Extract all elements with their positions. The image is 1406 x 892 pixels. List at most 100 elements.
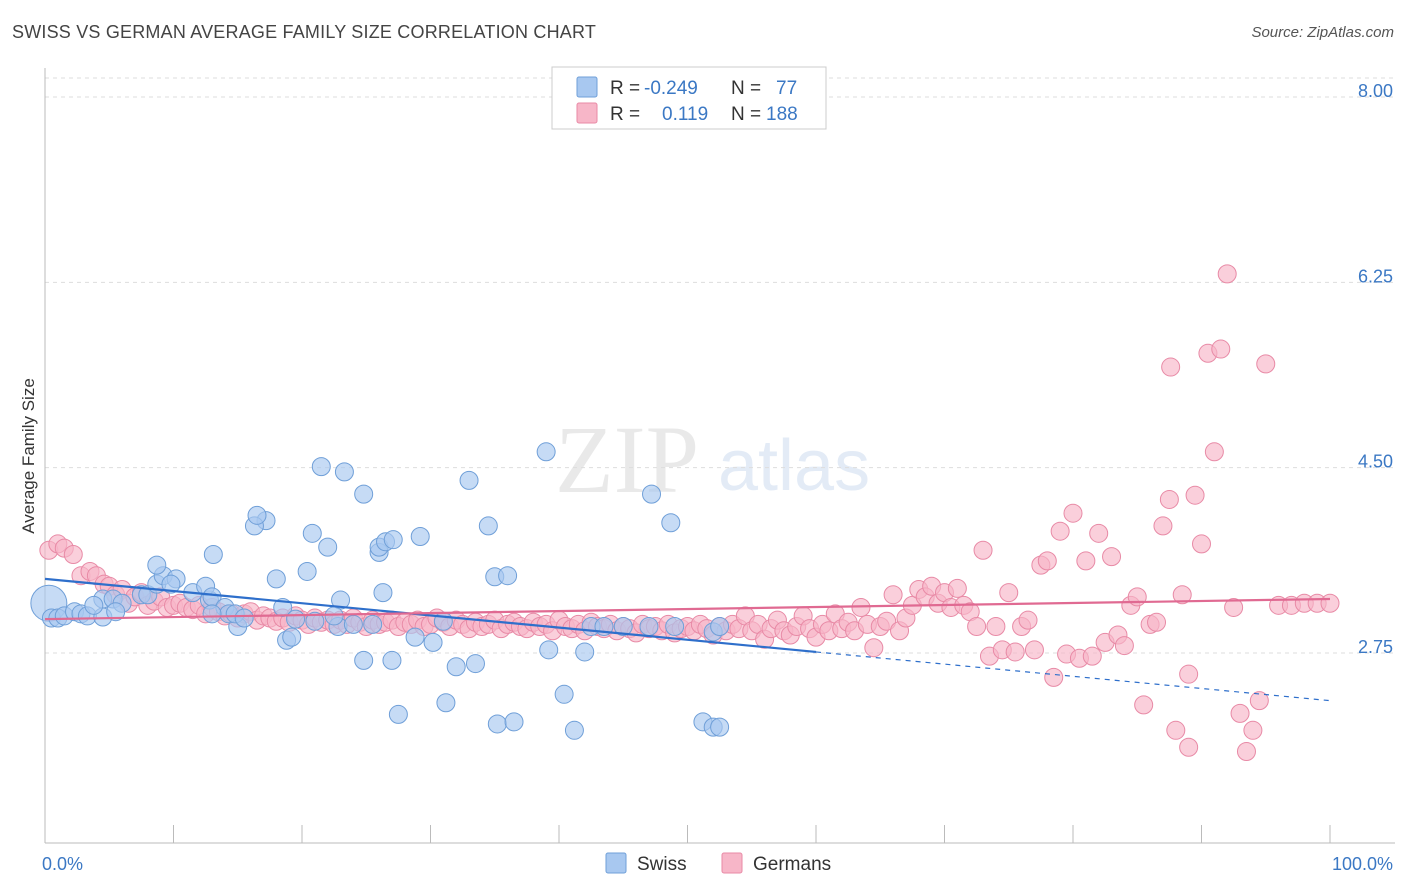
legend-r-value-german: 0.119	[662, 104, 708, 125]
swiss-point	[639, 617, 659, 637]
swiss-point	[373, 583, 393, 603]
y-tick-label: 6.25	[1358, 266, 1393, 286]
german-point	[883, 585, 903, 605]
swiss-point	[84, 595, 104, 615]
german-point	[1076, 551, 1096, 571]
swiss-point	[305, 611, 325, 631]
swiss-point	[487, 714, 507, 734]
swiss-point	[354, 650, 374, 670]
legend-germans-label: Germans	[753, 854, 831, 875]
legend-r-label: R =	[610, 78, 640, 99]
german-point	[973, 540, 993, 560]
watermark-zip: ZIP	[555, 406, 699, 513]
legend-n-label: N =	[731, 104, 761, 125]
swiss-point	[410, 527, 430, 547]
german-trend-line	[44, 597, 1331, 621]
swiss-point	[266, 569, 286, 589]
german-point	[1256, 354, 1276, 374]
german-point	[1217, 264, 1237, 284]
german-point	[1185, 485, 1205, 505]
german-point	[1153, 516, 1173, 536]
german-point	[1114, 636, 1134, 656]
german-point	[1018, 610, 1038, 630]
watermark: ZIP atlas	[555, 406, 870, 513]
legend-swatch-german	[576, 102, 598, 124]
swiss-point	[343, 614, 363, 634]
legend-n-value-swiss: 77	[776, 78, 797, 99]
swiss-point	[203, 545, 223, 565]
legend-r-value-swiss: -0.249	[644, 78, 698, 99]
legend-n-label: N =	[731, 78, 761, 99]
german-point	[1005, 642, 1025, 662]
swiss-point	[106, 602, 126, 622]
german-point	[1147, 612, 1167, 632]
trend-lines	[44, 577, 1331, 702]
swiss-point	[536, 442, 556, 462]
swiss-point	[498, 566, 518, 586]
legend-r-label: R =	[610, 104, 640, 125]
swiss-point	[161, 574, 181, 594]
swiss-point	[318, 537, 338, 557]
swiss-point	[564, 720, 584, 740]
german-point	[1236, 741, 1256, 761]
swiss-point	[459, 470, 479, 490]
swiss-point	[383, 530, 403, 550]
swiss-point	[302, 523, 322, 543]
swiss-point	[286, 609, 306, 629]
german-point	[1224, 597, 1244, 617]
swiss-point	[247, 505, 267, 525]
swiss-points	[30, 442, 730, 740]
german-point	[999, 583, 1019, 603]
german-point	[1211, 339, 1231, 359]
swiss-point	[297, 561, 317, 581]
swiss-trend-line	[44, 577, 817, 654]
swiss-point	[324, 606, 344, 626]
y-tick-label: 2.75	[1358, 637, 1393, 657]
swiss-point	[478, 516, 498, 536]
swiss-point	[382, 650, 402, 670]
german-point	[1179, 664, 1199, 684]
stats-legend: R = -0.249 N = 77 R = 0.119 N = 188	[551, 66, 827, 130]
german-point	[1249, 691, 1269, 711]
swiss-point	[661, 513, 681, 533]
swiss-point	[575, 642, 595, 662]
swiss-point	[282, 627, 302, 647]
german-point	[1172, 585, 1192, 605]
swiss-point	[436, 693, 456, 713]
german-point	[1102, 547, 1122, 567]
german-point	[877, 611, 897, 631]
swiss-point	[539, 640, 559, 660]
german-point	[1179, 737, 1199, 757]
gridlines	[45, 77, 1395, 654]
german-point	[1230, 703, 1250, 723]
german-point	[63, 545, 83, 565]
legend-swatch-swiss	[576, 76, 598, 98]
legend-n-value-german: 188	[766, 104, 798, 125]
german-point	[967, 617, 987, 637]
swiss-point	[423, 632, 443, 652]
tick-labels: 8.00 6.25 4.50 2.75 0.0% 100.0%	[42, 81, 1393, 874]
german-point	[1192, 534, 1211, 554]
swiss-point	[554, 684, 574, 704]
swiss-point	[504, 712, 524, 732]
german-point	[1063, 503, 1083, 523]
german-point	[864, 638, 884, 658]
x-tick-label: 100.0%	[1332, 854, 1393, 874]
y-tick-label: 8.00	[1358, 81, 1393, 101]
german-point	[1204, 442, 1224, 462]
swiss-point	[388, 704, 408, 724]
swiss-point	[665, 617, 685, 637]
swiss-point	[354, 484, 374, 504]
german-point	[947, 578, 967, 598]
german-point	[1134, 695, 1154, 715]
swiss-point	[363, 614, 383, 634]
german-point	[1166, 720, 1186, 740]
german-point	[1320, 593, 1340, 613]
german-point	[1024, 640, 1044, 660]
source-credit: Source: ZipAtlas.com	[1251, 24, 1394, 41]
swiss-trend-extension	[815, 651, 1331, 702]
x-tick-label: 0.0%	[42, 854, 83, 874]
swiss-point	[202, 604, 222, 624]
german-point	[1044, 667, 1064, 687]
